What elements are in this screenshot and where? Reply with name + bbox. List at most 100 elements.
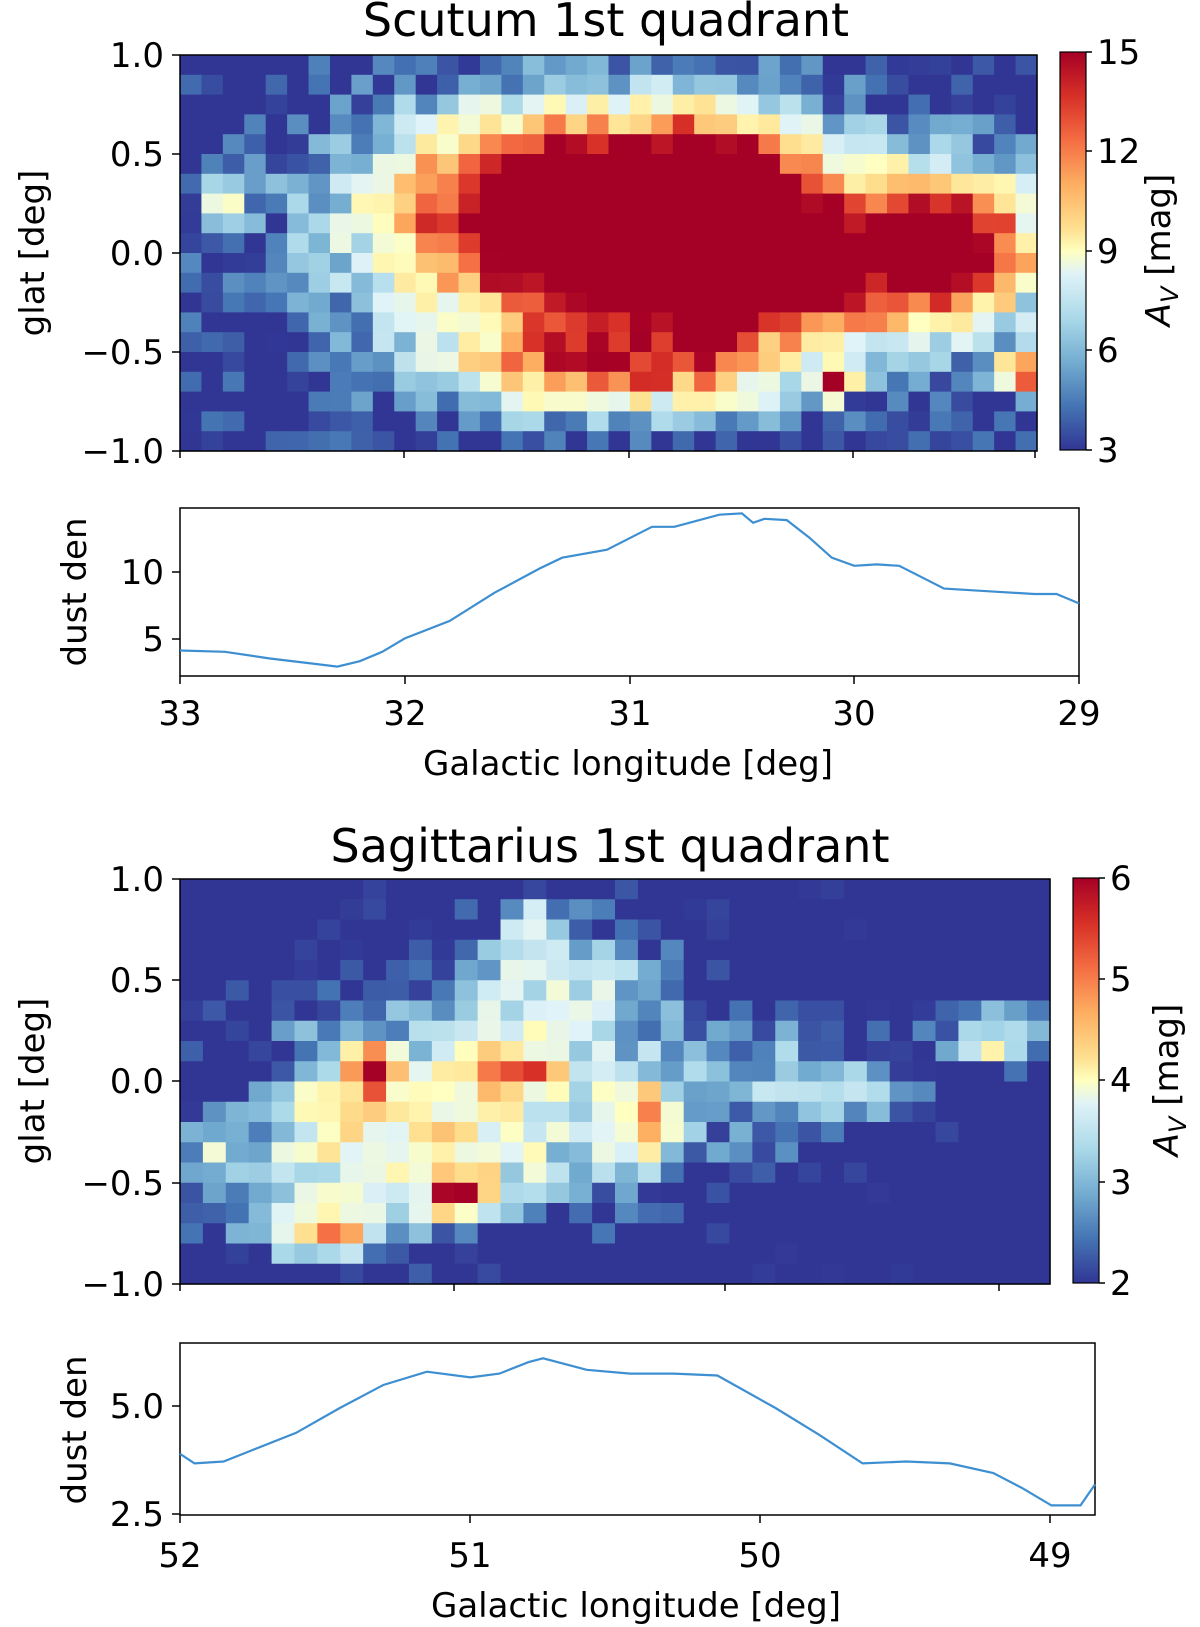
heatmap-cell (608, 94, 631, 115)
heatmap-cell (706, 1101, 731, 1123)
heatmap-cell (248, 1203, 273, 1224)
heatmap-cell (225, 1000, 250, 1022)
heatmap-cell (629, 371, 652, 393)
heatmap-cell (752, 939, 776, 961)
heatmap-cell (1027, 1061, 1051, 1083)
heatmap-cell (394, 332, 417, 353)
heatmap-cell (694, 213, 717, 234)
heatmap-cell (569, 939, 593, 961)
heatmap-cell (372, 352, 395, 373)
heatmap-cell (308, 213, 331, 234)
heatmap-cell (565, 134, 588, 155)
heatmap-cell (587, 154, 610, 175)
heatmap-cell (994, 74, 1017, 96)
heatmap-cell (479, 272, 502, 294)
heatmap-cell (729, 1162, 753, 1184)
heatmap-cell (660, 939, 685, 961)
heatmap-cell (608, 193, 631, 214)
heatmap-cell (683, 1041, 708, 1062)
heatmap-cell (294, 1000, 318, 1022)
heatmap-cell (912, 899, 937, 921)
heatmap-cell (180, 1061, 204, 1083)
heatmap-cell (202, 919, 227, 941)
heatmap-cell (477, 1243, 502, 1265)
heatmap-cell (972, 233, 995, 254)
heatmap-cell (569, 1223, 593, 1245)
heatmap-cell (1004, 919, 1028, 941)
heatmap-cell (958, 1061, 982, 1083)
heatmap-cell (394, 213, 417, 234)
heatmap-cell (887, 193, 910, 214)
heatmap-cell (672, 312, 695, 333)
heatmap-cell (329, 213, 353, 234)
heatmap-cell (929, 371, 952, 393)
heatmap-cell (287, 114, 310, 135)
heatmap-cell (779, 312, 802, 333)
heatmap-cell (386, 1162, 410, 1184)
heatmap-cell (758, 213, 781, 234)
heatmap-cell (737, 193, 760, 214)
heatmap-cell (363, 1243, 387, 1265)
heatmap-cell (180, 431, 203, 452)
heatmap-cell (317, 1142, 341, 1164)
heatmap-cell (394, 272, 417, 294)
heatmap-cell (844, 292, 867, 313)
heatmap-cell (265, 272, 288, 294)
heatmap-cell (565, 272, 588, 294)
heatmap-cell (672, 391, 695, 412)
heatmap-cell (569, 1000, 593, 1022)
heatmap-cell (351, 114, 374, 135)
heatmap-cell (660, 879, 685, 900)
heatmap-cell (843, 1020, 868, 1042)
heatmap-cell (544, 352, 567, 373)
heatmap-cell (972, 173, 995, 195)
heatmap-cell (844, 213, 867, 234)
heatmap-cell (180, 391, 203, 412)
heatmap-cell (569, 1203, 593, 1224)
heatmap-cell (958, 1182, 982, 1204)
heatmap-cell (715, 173, 738, 195)
heatmap-cell (865, 193, 888, 214)
heatmap-cell (180, 134, 203, 155)
heatmap-cell (822, 272, 845, 294)
heatmap-cell (887, 134, 910, 155)
heatmap-cell (951, 391, 974, 412)
heatmap-cell (479, 114, 502, 135)
heatmap-cell (479, 154, 502, 175)
heatmap-cell (458, 114, 481, 135)
heatmap-cell (951, 332, 974, 353)
heatmap-cell (287, 55, 310, 76)
heatmap-cell (887, 272, 910, 294)
heatmap-cell (651, 272, 674, 294)
heatmap-cell (340, 980, 364, 1002)
heatmap-cell (912, 1182, 937, 1204)
heatmap-cell (244, 292, 267, 313)
heatmap-cell (637, 899, 662, 921)
heatmap-cell (981, 1142, 1005, 1164)
scutum-cbar-tick: 15 (1097, 33, 1140, 73)
heatmap-cell (431, 899, 456, 921)
heatmap-cell (372, 94, 395, 115)
heatmap-cell (737, 371, 760, 393)
heatmap-cell (386, 899, 410, 921)
heatmap-cell (798, 1223, 822, 1245)
heatmap-cell (912, 1142, 937, 1164)
heatmap-cell (737, 312, 760, 333)
heatmap-cell (294, 1101, 318, 1123)
heatmap-cell (592, 1223, 616, 1245)
heatmap-cell (351, 431, 374, 452)
heatmap-cell (244, 55, 267, 76)
heatmap-cell (660, 1263, 685, 1285)
heatmap-cell (683, 1122, 708, 1143)
heatmap-cell (363, 960, 387, 981)
heatmap-cell (294, 980, 318, 1002)
heatmap-cell (729, 960, 753, 981)
heatmap-cell (340, 1081, 364, 1103)
heatmap-cell (821, 1041, 845, 1062)
heatmap-cell (222, 173, 245, 195)
heatmap-cell (929, 312, 952, 333)
heatmap-cell (866, 1203, 891, 1224)
heatmap-cell (981, 1101, 1005, 1123)
heatmap-cell (386, 1101, 410, 1123)
